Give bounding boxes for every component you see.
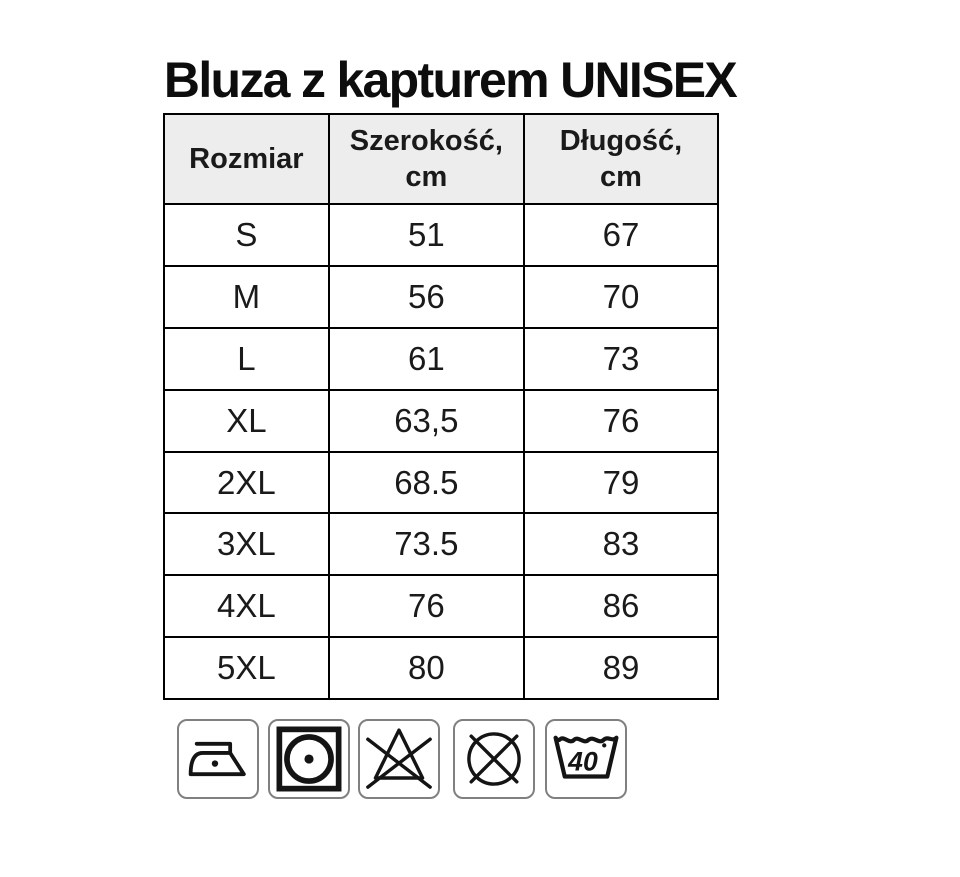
svg-text:40: 40: [567, 746, 598, 776]
